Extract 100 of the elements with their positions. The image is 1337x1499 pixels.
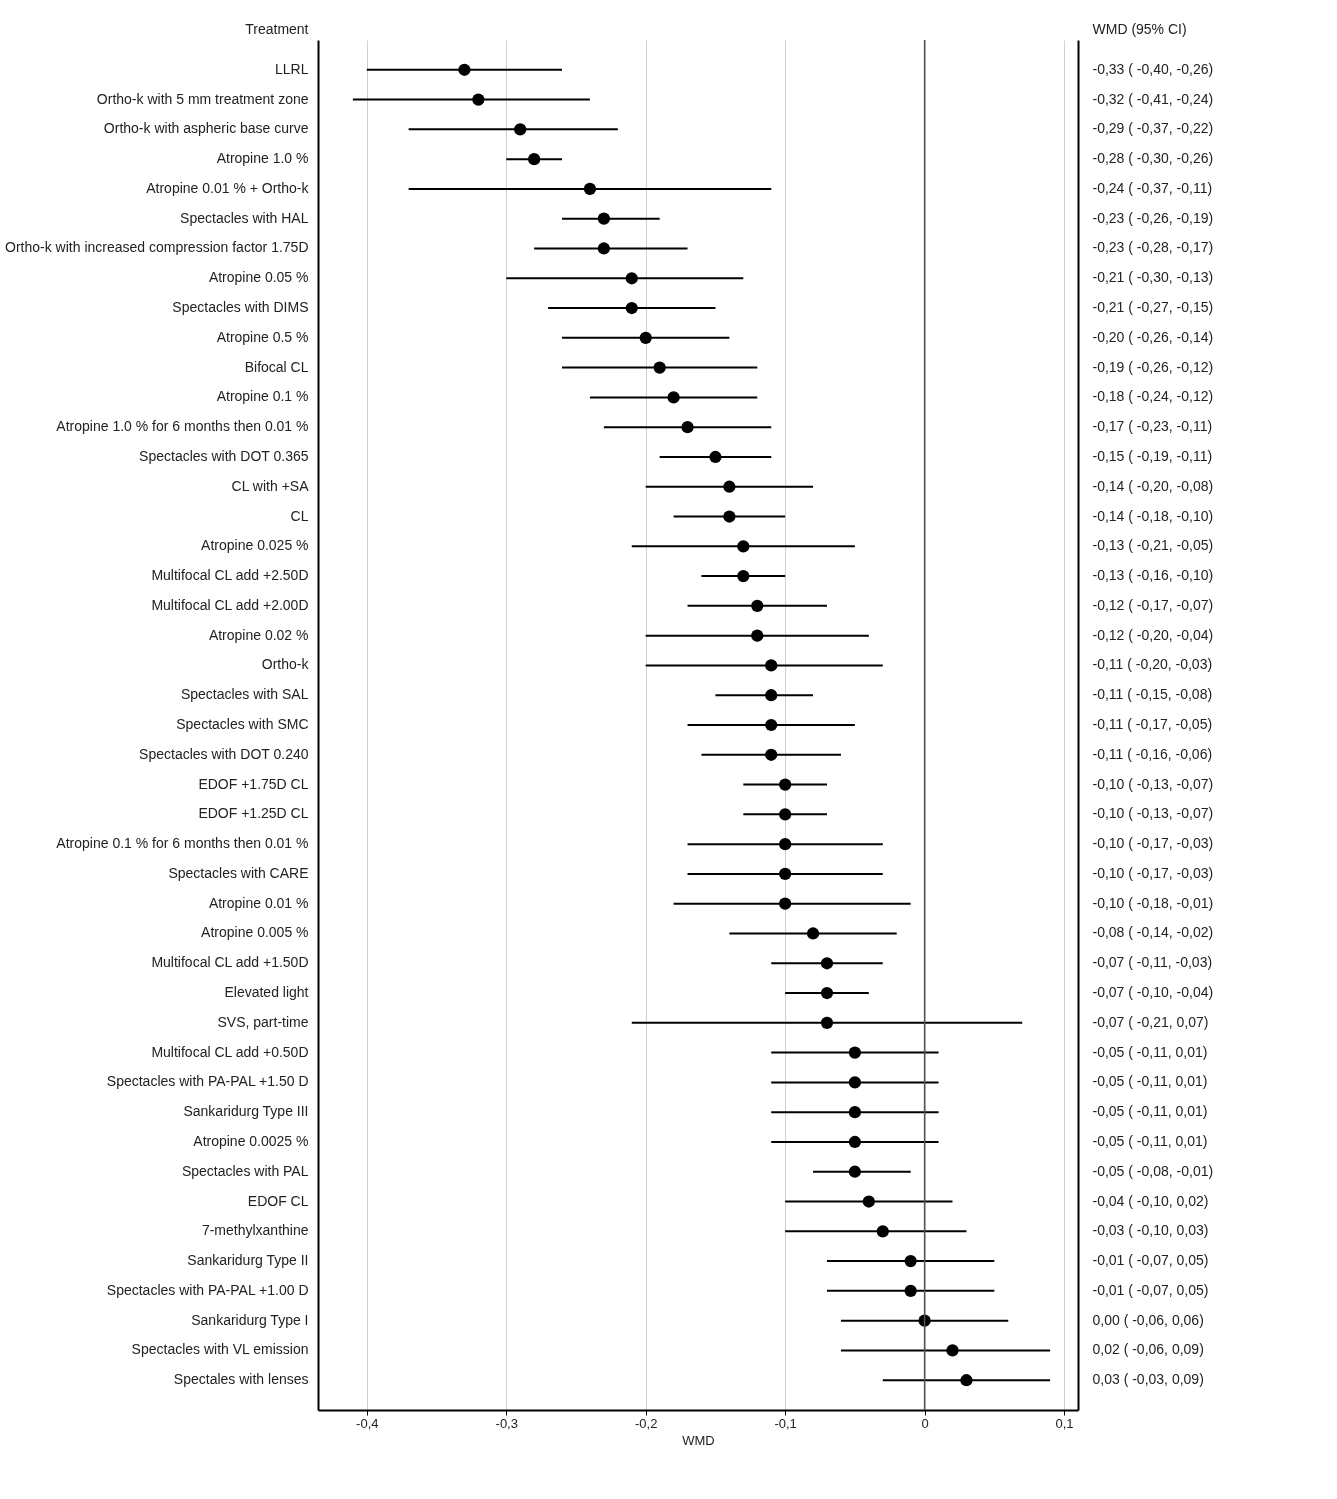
point: [848, 1135, 861, 1149]
data-label: -0,33 ( -0,40, -0,26): [1092, 60, 1214, 77]
point: [779, 778, 792, 791]
point: [806, 927, 820, 940]
y-tick-label: Multifocal CL add +0.50D: [151, 1043, 309, 1060]
y-tick-label: Spectacles with DOT 0.365: [139, 447, 309, 464]
data-label: -0,15 ( -0,19, -0,11): [1092, 447, 1213, 464]
data-label: -0,32 ( -0,41, -0,24): [1092, 90, 1214, 107]
point: [639, 331, 652, 344]
y-tick-label: Spectacles with PA-PAL +1.50 D: [106, 1073, 309, 1090]
y-tick-label: CL: [290, 507, 309, 524]
y-tick-label: Atropine 0.005 %: [201, 924, 309, 941]
x-tick-label: -0,2: [635, 1415, 658, 1431]
point: [820, 986, 834, 1000]
data-label: -0,12 ( -0,20, -0,04): [1092, 626, 1214, 643]
point: [862, 1195, 875, 1208]
y-tick-label: Spectacles with PA-PAL +1.00 D: [106, 1281, 309, 1298]
point: [820, 1016, 834, 1029]
data-label: -0,23 ( -0,28, -0,17): [1092, 239, 1214, 256]
point: [653, 361, 666, 374]
point: [597, 242, 610, 255]
y-tick-label: EDOF +1.25D CL: [198, 805, 309, 822]
y-tick-label: Bifocal CL: [244, 358, 309, 375]
data-label: -0,12 ( -0,17, -0,07): [1092, 596, 1214, 613]
y-tick-label: SVS, part-time: [217, 1013, 309, 1030]
point: [779, 838, 792, 851]
x-tick-label: -0,3: [495, 1415, 518, 1431]
x-tick-label: -0,1: [774, 1415, 797, 1431]
data-label: -0,17 ( -0,23, -0,11): [1092, 418, 1213, 435]
x-tick-label: 0,1: [1055, 1415, 1074, 1431]
data-label: -0,18 ( -0,24, -0,12): [1092, 388, 1214, 405]
y-tick-label: Sankaridurg Type II: [187, 1252, 309, 1269]
point: [667, 391, 680, 404]
point: [723, 510, 736, 523]
data-label: -0,01 ( -0,07, 0,05): [1092, 1281, 1209, 1298]
y-tick-label: Spectacles with DIMS: [172, 299, 309, 316]
point: [458, 63, 471, 76]
point: [528, 153, 541, 166]
data-label: -0,07 ( -0,10, -0,04): [1092, 984, 1214, 1001]
data-label: -0,11 ( -0,20, -0,03): [1092, 656, 1213, 673]
point: [765, 718, 778, 732]
point: [597, 212, 610, 225]
data-label: -0,20 ( -0,26, -0,14): [1092, 328, 1214, 345]
data-label: -0,24 ( -0,37, -0,11): [1092, 179, 1213, 196]
y-tick-label: Atropine 0.0025 %: [193, 1132, 309, 1149]
y-tick-label: Atropine 0.1 % for 6 months then 0.01 %: [56, 835, 309, 852]
y-tick-label: Ortho-k with increased compression factor 1.75D: [5, 239, 309, 256]
y-tick-label: Ortho-k with 5 mm treatment zone: [96, 90, 309, 107]
data-label: -0,05 ( -0,08, -0,01): [1092, 1162, 1214, 1179]
y-tick-label: Spectales with lenses: [173, 1371, 309, 1388]
y-tick-label: Sankaridurg Type III: [183, 1103, 309, 1120]
y2-axis-title: WMD (95% CI): [1092, 20, 1187, 37]
point: [779, 897, 792, 910]
data-label: -0,11 ( -0,15, -0,08): [1092, 686, 1213, 703]
data-label: -0,07 ( -0,21, 0,07): [1092, 1013, 1209, 1030]
point: [751, 629, 764, 642]
x-tick-label: -0,4: [356, 1415, 379, 1431]
y-tick-label: 7-methylxanthine: [201, 1222, 309, 1239]
point: [625, 272, 638, 285]
y-tick-label: Sankaridurg Type I: [191, 1311, 309, 1328]
data-label: -0,03 ( -0,10, 0,03): [1092, 1222, 1209, 1239]
y-tick-label: Spectacles with VL emission: [131, 1341, 309, 1358]
y-tick-label: Atropine 0.02 %: [208, 626, 309, 643]
data-label: -0,21 ( -0,27, -0,15): [1092, 299, 1214, 316]
point: [904, 1254, 917, 1268]
y-tick-label: Spectacles with SAL: [180, 686, 309, 703]
data-label: -0,05 ( -0,11, 0,01): [1092, 1103, 1208, 1120]
data-label: 0,03 ( -0,03, 0,09): [1092, 1371, 1204, 1388]
y-tick-label: EDOF CL: [247, 1192, 309, 1209]
point: [583, 182, 597, 196]
data-label: 0,00 ( -0,06, 0,06): [1092, 1311, 1204, 1328]
data-label: -0,10 ( -0,17, -0,03): [1092, 864, 1214, 881]
point: [765, 689, 778, 702]
data-label: -0,29 ( -0,37, -0,22): [1092, 120, 1214, 137]
y-tick-label: Atropine 0.1 %: [216, 388, 309, 405]
data-label: -0,21 ( -0,30, -0,13): [1092, 269, 1214, 286]
data-label: -0,05 ( -0,11, 0,01): [1092, 1132, 1208, 1149]
y-tick-label: Multifocal CL add +2.50D: [151, 567, 309, 584]
y-tick-label: Multifocal CL add +1.50D: [151, 954, 309, 971]
y-tick-label: Atropine 0.05 %: [208, 269, 309, 286]
y-tick-label: Elevated light: [224, 984, 309, 1001]
data-label: -0,13 ( -0,16, -0,10): [1092, 567, 1214, 584]
point: [472, 93, 485, 106]
point: [765, 748, 778, 761]
y-tick-label: Atropine 0.5 %: [216, 328, 309, 345]
data-label: -0,23 ( -0,26, -0,19): [1092, 209, 1214, 226]
point: [723, 480, 736, 493]
point: [779, 808, 792, 821]
point: [765, 659, 778, 672]
data-label: -0,19 ( -0,26, -0,12): [1092, 358, 1214, 375]
x-axis-title: WMD: [682, 1432, 715, 1448]
data-label: -0,10 ( -0,17, -0,03): [1092, 835, 1214, 852]
y-tick-label: Spectacles with PAL: [181, 1162, 309, 1179]
data-label: -0,05 ( -0,11, 0,01): [1092, 1073, 1208, 1090]
point: [960, 1374, 973, 1387]
data-label: -0,04 ( -0,10, 0,02): [1092, 1192, 1209, 1209]
point: [681, 421, 694, 434]
y-tick-label: Spectacles with SMC: [176, 716, 309, 732]
y-axis-title: Treatment: [245, 20, 309, 37]
y-tick-label: Ortho-k with aspheric base curve: [103, 120, 309, 137]
